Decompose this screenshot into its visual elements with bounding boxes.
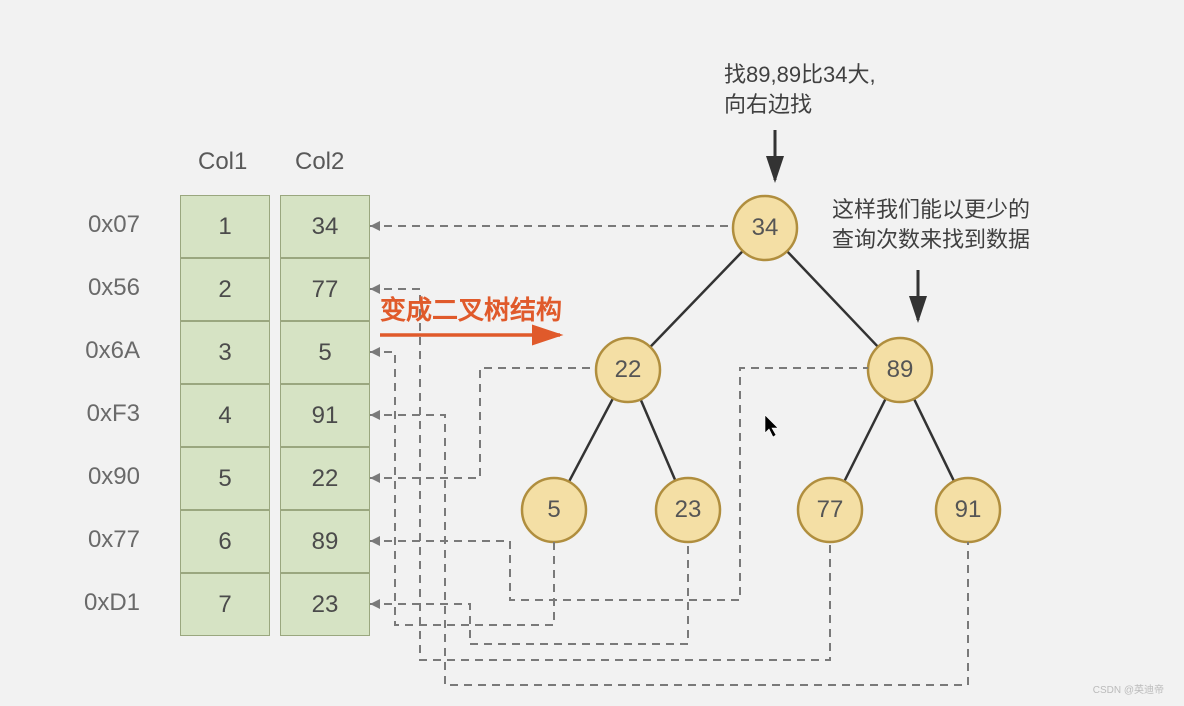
row-address-2: 0x6A	[60, 337, 140, 365]
annotation-right-line2: 查询次数来找到数据	[832, 225, 1030, 256]
row-address-1: 0x56	[60, 274, 140, 302]
annotation-right-line1: 这样我们能以更少的	[832, 195, 1030, 226]
transform-label: 变成二叉树结构	[380, 290, 562, 327]
cell-col2-row1: 77	[280, 258, 370, 321]
cell-col1-row0: 1	[180, 195, 270, 258]
row-address-6: 0xD1	[60, 589, 140, 617]
cell-col1-row6: 7	[180, 573, 270, 636]
diagram-canvas	[0, 0, 1184, 706]
row-address-0: 0x07	[60, 211, 140, 239]
cell-col2-row3: 91	[280, 384, 370, 447]
row-address-3: 0xF3	[60, 400, 140, 428]
table-header-col1: Col1	[198, 148, 247, 176]
cell-col1-row5: 6	[180, 510, 270, 573]
watermark: CSDN @英迪帝	[1093, 681, 1164, 696]
cell-col2-row5: 89	[280, 510, 370, 573]
cell-col2-row6: 23	[280, 573, 370, 636]
row-address-5: 0x77	[60, 526, 140, 554]
row-address-4: 0x90	[60, 463, 140, 491]
cell-col2-row0: 34	[280, 195, 370, 258]
cell-col2-row4: 22	[280, 447, 370, 510]
cell-col1-row1: 2	[180, 258, 270, 321]
cell-col1-row4: 5	[180, 447, 270, 510]
table-header-col2: Col2	[295, 148, 344, 176]
cell-col1-row2: 3	[180, 321, 270, 384]
cell-col1-row3: 4	[180, 384, 270, 447]
cell-col2-row2: 5	[280, 321, 370, 384]
annotation-top-line2: 向右边找	[724, 90, 812, 121]
annotation-top-line1: 找89,89比34大,	[724, 60, 876, 91]
